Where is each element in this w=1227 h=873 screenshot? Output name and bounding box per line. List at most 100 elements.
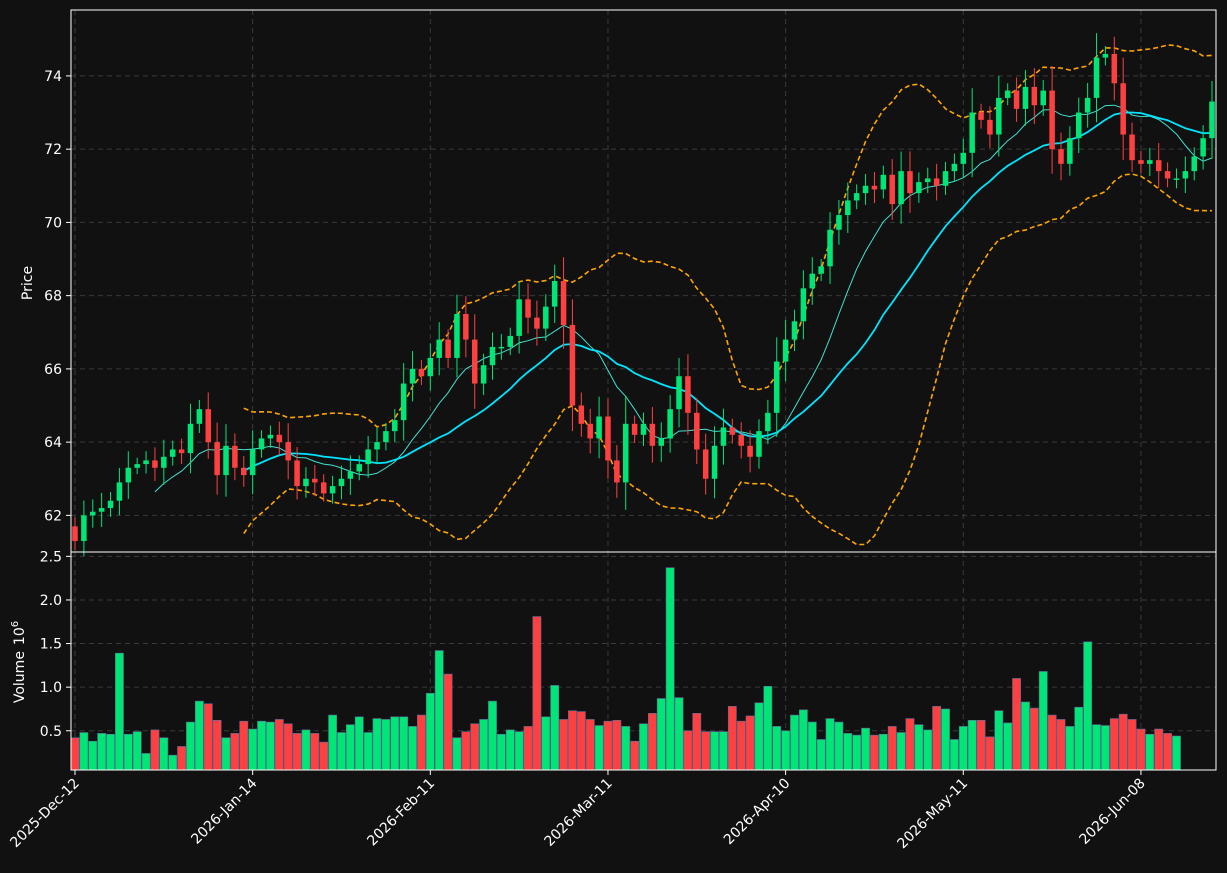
candle-body	[1022, 86, 1029, 109]
volume-bar	[88, 740, 98, 771]
volume-bar	[248, 728, 258, 771]
volume-bar	[496, 733, 506, 771]
volume-bar	[630, 740, 640, 771]
volume-bar	[790, 714, 799, 771]
candle-body	[418, 368, 425, 377]
candle-body	[267, 434, 274, 439]
candle-body	[347, 471, 354, 479]
candle-body	[711, 445, 718, 479]
candle-body	[569, 324, 576, 406]
candle-body	[1031, 86, 1038, 106]
volume-bar	[212, 719, 222, 771]
volume-bar	[283, 723, 293, 771]
candle-body	[658, 438, 665, 446]
price-axis-label: Price	[20, 266, 36, 300]
candle-body	[463, 313, 469, 340]
volume-bar	[328, 714, 337, 771]
candle-body	[720, 427, 727, 446]
volume-bar	[115, 652, 124, 771]
volume-bar	[70, 737, 80, 771]
candle-body	[107, 500, 114, 509]
volume-tick-label: 2.5	[40, 549, 62, 565]
volume-bar	[505, 729, 515, 771]
volume-bar	[434, 650, 444, 771]
volume-bar	[1083, 641, 1093, 771]
volume-bar	[106, 733, 115, 771]
volume-bar	[825, 718, 835, 771]
candle-body	[800, 288, 807, 322]
volume-bar	[843, 733, 853, 771]
candle-body	[614, 460, 620, 483]
volume-bar	[1101, 725, 1110, 771]
volume-bar	[639, 723, 648, 771]
candle-body	[1182, 171, 1189, 179]
volume-bar	[390, 716, 400, 771]
volume-bar	[479, 719, 488, 771]
candle-body	[818, 266, 824, 274]
volume-bar	[594, 725, 604, 771]
volume-bar	[932, 706, 942, 771]
candle-body	[223, 445, 229, 476]
volume-bar	[887, 726, 897, 771]
volume-bar	[719, 731, 728, 771]
volume-tick-label: 0.5	[40, 724, 62, 740]
candle-body	[436, 339, 442, 358]
volume-bar	[763, 685, 773, 771]
candle-body	[454, 313, 460, 358]
volume-bar	[292, 733, 302, 771]
volume-bar	[612, 719, 622, 771]
candle-body	[1084, 97, 1091, 113]
candle-body	[969, 112, 975, 153]
volume-bar	[967, 719, 977, 771]
volume-bar	[745, 715, 755, 771]
volume-bar	[710, 731, 719, 771]
candle-body	[560, 281, 567, 325]
volume-bar	[550, 685, 560, 771]
candle-body	[471, 339, 478, 384]
volume-panel-frame	[70, 551, 1217, 771]
volume-bar	[310, 733, 320, 771]
candle-body	[285, 442, 291, 461]
candle-body	[507, 335, 514, 347]
volume-bar	[905, 718, 915, 771]
candle-body	[578, 405, 585, 424]
volume-bar	[150, 729, 160, 771]
candle-body	[241, 467, 247, 476]
candle-body	[924, 178, 931, 183]
volume-bar	[603, 720, 613, 771]
candle-body	[702, 449, 709, 479]
volume-bar	[896, 732, 906, 771]
volume-bar	[168, 754, 178, 771]
volume-bar	[488, 700, 497, 771]
volume-bar	[665, 567, 675, 771]
volume-bar	[976, 719, 986, 771]
candle-body	[907, 171, 913, 194]
candle-body	[960, 152, 967, 164]
candle-body	[338, 478, 345, 487]
candle-body	[791, 321, 798, 340]
volume-bar	[1074, 706, 1084, 771]
candle-body	[90, 511, 96, 516]
candle-body	[320, 482, 327, 494]
candle-body	[587, 423, 593, 439]
volume-bar	[417, 714, 426, 771]
candle-body	[1040, 90, 1046, 106]
volume-bar	[266, 721, 275, 771]
volume-tick-label: 1.5	[40, 637, 62, 653]
candle-body	[1049, 90, 1055, 150]
volume-bar	[319, 741, 329, 771]
price-tick-label: 74	[44, 69, 62, 85]
candle-body	[951, 163, 958, 172]
candle-body	[782, 339, 789, 362]
candle-body	[933, 178, 940, 186]
price-tick-label: 70	[44, 215, 62, 231]
candle-body	[480, 365, 487, 384]
volume-bar	[1029, 707, 1039, 771]
candle-body	[143, 460, 149, 465]
volume-bar	[1118, 713, 1128, 771]
candle-body	[1147, 160, 1153, 164]
candle-body	[747, 445, 753, 457]
candle-body	[152, 460, 158, 468]
volume-bar	[656, 698, 666, 771]
